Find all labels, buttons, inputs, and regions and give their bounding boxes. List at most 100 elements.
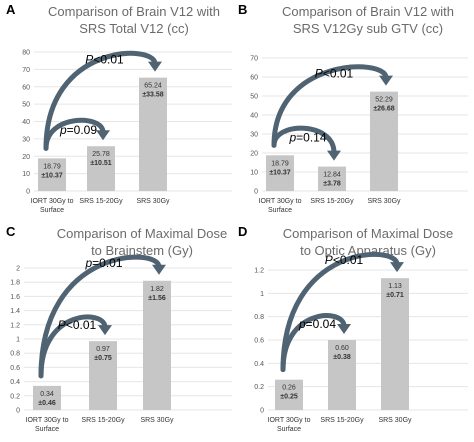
data-label-sd: ±0.71 [386, 292, 404, 299]
chart-title-line-1: Comparison of Brain V12 with [282, 4, 454, 19]
chart-title-line-2: to Brainstem (Gy) [91, 243, 193, 258]
data-label-mean: 18.79 [43, 163, 61, 170]
y-tick-label: 0.2 [10, 393, 20, 400]
bar [33, 385, 61, 410]
data-label-mean: 25.78 [92, 151, 110, 158]
bar [318, 166, 346, 191]
arrow-head [96, 130, 110, 141]
y-tick-label: 70 [250, 56, 258, 63]
y-tick-label: 1 [16, 337, 20, 344]
y-tick-label: 10 [22, 171, 30, 178]
bar [381, 278, 409, 410]
y-tick-label: 0.8 [10, 351, 20, 358]
data-label-sd: ±3.78 [323, 181, 341, 188]
panel-d: D Comparison of Maximal Dose to Optic Appa… [238, 224, 468, 433]
data-label-mean: 1.13 [388, 283, 402, 290]
y-tick-label: 70 [22, 67, 30, 74]
arrow-head [152, 264, 166, 275]
x-tick-label: Surface [277, 426, 301, 433]
panel-c: C Comparison of Maximal Dose to Brainstem … [6, 224, 232, 433]
y-tick-label: 1.6 [10, 294, 20, 301]
y-tick-label: 0.2 [254, 384, 264, 391]
data-label-mean: 65.24 [144, 83, 162, 90]
p-value-label: p=0.09 [59, 123, 97, 137]
bar [143, 280, 171, 410]
significance-arrow [43, 50, 158, 151]
panel-b: B Comparison of Brain V12 with SRS V12Gy s… [238, 2, 468, 214]
x-tick-label: SRS 15-20Gy [81, 417, 125, 424]
panel-letter: B [238, 2, 247, 17]
y-tick-label: 0 [260, 408, 264, 415]
y-tick-label: 40 [250, 113, 258, 120]
p-value-label: p=0.04 [298, 317, 336, 331]
x-tick-label: IORT 30Gy to [259, 198, 302, 205]
arrow-head [337, 324, 351, 334]
y-tick-label: 0 [26, 189, 30, 196]
x-tick-label: Surface [35, 426, 59, 433]
chart-title-line-2: SRS Total V12 (cc) [79, 21, 189, 36]
data-label-mean: 0.97 [96, 346, 110, 353]
x-tick-label: SRS 30Gy [136, 198, 170, 205]
data-label-sd: ±0.25 [280, 394, 298, 401]
y-tick-label: 60 [250, 75, 258, 82]
significance-arrow [280, 251, 400, 373]
panel-letter: C [6, 224, 16, 239]
y-tick-label: 30 [250, 132, 258, 139]
x-tick-label: SRS 30Gy [140, 417, 174, 424]
p-value-label: P<0.01 [315, 67, 354, 81]
x-tick-label: Surface [40, 207, 64, 214]
y-tick-label: 0.4 [10, 379, 20, 386]
bar [370, 91, 398, 191]
y-tick-label: 1.4 [10, 308, 20, 315]
data-label-sd: ±0.38 [333, 354, 351, 361]
bar [89, 341, 117, 410]
arrow-head [98, 325, 112, 336]
data-label-sd: ±1.56 [148, 295, 166, 302]
significance-arrow [38, 254, 162, 379]
p-value-label: P<0.01 [325, 253, 364, 267]
data-label-sd: ±33.58 [142, 92, 163, 99]
y-tick-label: 1.8 [10, 280, 20, 287]
y-tick-label: 1.2 [254, 268, 264, 275]
data-label-mean: 0.26 [282, 385, 296, 392]
chart-title-line-1: Comparison of Maximal Dose [57, 226, 228, 241]
y-tick-label: 0.6 [254, 338, 264, 345]
p-value-label: P<0.01 [58, 318, 97, 332]
bar [275, 379, 303, 410]
x-tick-label: SRS 30Gy [367, 198, 401, 205]
data-label-sd: ±10.37 [269, 169, 290, 176]
data-label-mean: 1.82 [150, 286, 164, 293]
arrow-head [390, 262, 404, 273]
arrow-head [379, 75, 393, 86]
y-tick-label: 2 [16, 266, 20, 273]
y-tick-label: 40 [22, 119, 30, 126]
y-tick-label: 0.4 [254, 361, 264, 368]
chart-title-line-2: SRS V12Gy sub GTV (cc) [293, 21, 443, 36]
chart-title-line-1: Comparison of Maximal Dose [283, 226, 454, 241]
arrow-head [148, 61, 162, 72]
x-tick-label: IORT 30Gy to [26, 417, 69, 424]
p-value-label: p=0.01 [84, 256, 122, 270]
y-tick-label: 50 [22, 102, 30, 109]
x-tick-label: SRS 30Gy [378, 417, 412, 424]
y-tick-label: 0.8 [254, 314, 264, 321]
data-label-sd: ±10.51 [90, 160, 111, 167]
p-value-label: P<0.01 [85, 53, 124, 67]
x-tick-label: IORT 30Gy to [31, 198, 74, 205]
y-tick-label: 80 [22, 50, 30, 57]
data-label-mean: 0.60 [335, 345, 349, 352]
y-tick-label: 10 [250, 170, 258, 177]
y-tick-label: 1.2 [10, 322, 20, 329]
y-tick-label: 30 [22, 136, 30, 143]
y-tick-label: 50 [250, 94, 258, 101]
bar [266, 155, 294, 191]
y-tick-label: 0 [254, 189, 258, 196]
chart-title-line-1: Comparison of Brain V12 with [48, 4, 220, 19]
data-label-sd: ±0.75 [94, 355, 112, 362]
x-tick-label: SRS 15-20Gy [79, 198, 123, 205]
y-tick-label: 60 [22, 84, 30, 91]
chart-title-line-2: to Optic Apparatus (Gy) [300, 243, 436, 258]
panel-letter: A [6, 2, 16, 17]
data-label-mean: 52.29 [375, 97, 393, 104]
